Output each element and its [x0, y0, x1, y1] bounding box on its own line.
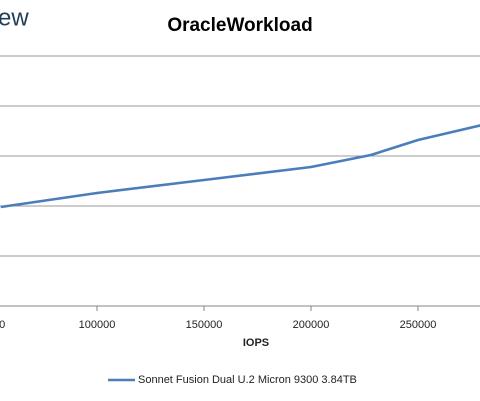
chart-title: OracleWorkload — [167, 15, 312, 36]
data-line — [0, 124, 480, 209]
x-tick-label: 250000 — [400, 319, 437, 331]
x-tick-label: 200000 — [293, 319, 330, 331]
x-tick-label: 150000 — [186, 319, 223, 331]
x-tick-label: 100000 — [79, 319, 116, 331]
x-tick-label: 50000 — [0, 319, 5, 331]
x-axis-label: IOPS — [243, 337, 269, 349]
legend-label: Sonnet Fusion Dual U.2 Micron 9300 3.84T… — [138, 374, 357, 386]
logo: ew — [0, 4, 29, 31]
